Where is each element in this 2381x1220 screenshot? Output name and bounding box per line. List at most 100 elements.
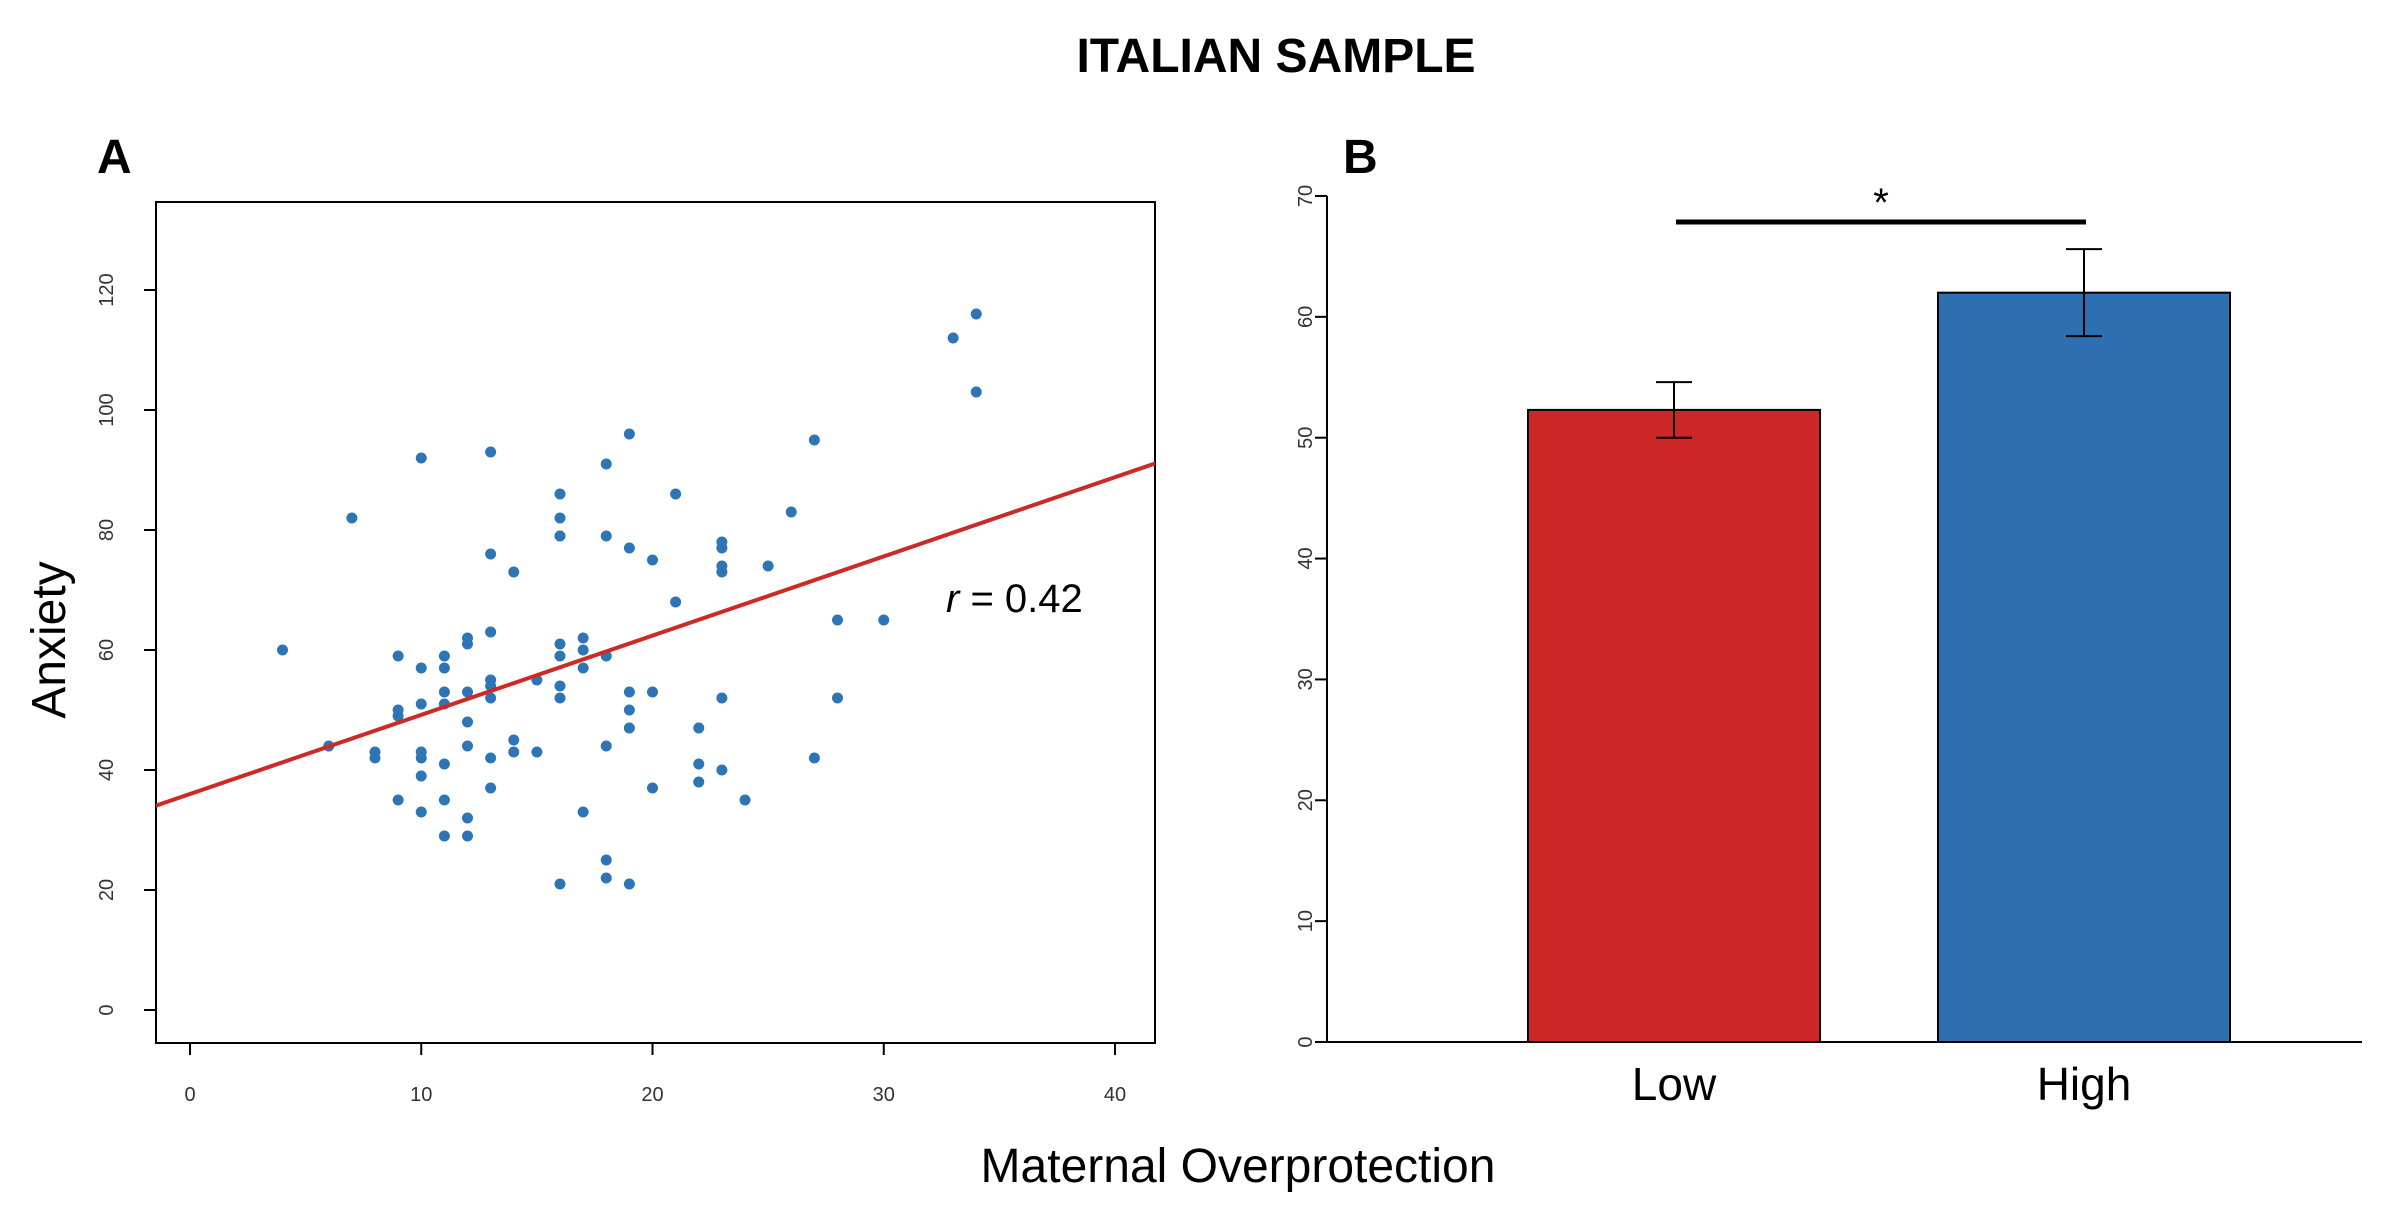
scatter-point: [577, 632, 589, 644]
scatter-point: [485, 548, 497, 560]
panel-a-y-axis-label: Anxiety: [23, 561, 76, 718]
shared-x-axis-label: Maternal Overprotection: [981, 1140, 1496, 1193]
y-tick-label: 20: [1295, 789, 1317, 811]
bar-high: [1937, 291, 2231, 1043]
scatter-point: [485, 446, 497, 458]
y-tick-label: 30: [1295, 668, 1317, 690]
scatter-point: [623, 878, 635, 890]
scatter-point: [485, 752, 497, 764]
scatter-point: [462, 686, 473, 698]
scatter-point: [832, 614, 843, 626]
scatter-point: [485, 782, 497, 794]
x-tick-label: 10: [410, 1084, 432, 1106]
scatter-point: [462, 740, 473, 752]
scatter-point: [808, 752, 820, 764]
scatter-point: [716, 566, 728, 578]
y-tick-label: 40: [96, 759, 118, 781]
scatter-point: [508, 734, 520, 746]
scatter-point: [415, 752, 427, 764]
significance-marker: *: [1873, 181, 1889, 225]
panel-b-y-axis: 0 10 20 30 40 50 60 70: [1295, 185, 1328, 1048]
scatter-point: [600, 740, 612, 752]
correlation-value: = 0.42: [959, 577, 1082, 621]
scatter-point: [438, 794, 450, 806]
correlation-symbol: r: [946, 577, 961, 621]
scatter-point: [623, 686, 635, 698]
y-tick-label: 60: [1295, 306, 1317, 328]
scatter-point: [600, 854, 612, 866]
y-tick-label: 120: [96, 273, 118, 306]
category-label-high: High: [2037, 1058, 2132, 1110]
scatter-point: [415, 806, 427, 818]
y-tick-label: 10: [1295, 910, 1317, 932]
scatter-point: [277, 644, 288, 656]
x-tick-label: 0: [184, 1084, 195, 1106]
scatter-point: [832, 692, 843, 704]
panel-a-y-axis: 0 20 40 60 80 100 120: [96, 273, 157, 1016]
panel-a-x-axis: 0 10 20 30 40: [184, 1042, 1126, 1106]
x-tick-label: 30: [873, 1084, 895, 1106]
scatter-point: [600, 458, 612, 470]
scatter-point: [554, 692, 566, 704]
scatter-point: [670, 488, 682, 500]
regression-line: [156, 461, 1155, 808]
scatter-point: [415, 770, 427, 782]
scatter-point: [739, 794, 751, 806]
scatter-point: [577, 806, 589, 818]
scatter-point: [623, 722, 635, 734]
scatter-point: [785, 506, 797, 518]
scatter-point: [600, 872, 612, 884]
scatter-point: [970, 386, 982, 398]
scatter-point: [508, 566, 520, 578]
panel-a-plot-frame: [155, 201, 1156, 1044]
scatter-point: [369, 752, 381, 764]
scatter-point: [462, 830, 473, 842]
scatter-point: [485, 626, 497, 638]
scatter-point: [693, 722, 705, 734]
scatter-point: [808, 434, 820, 446]
scatter-point: [647, 686, 658, 698]
scatter-point: [762, 560, 774, 572]
scatter-point: [693, 758, 705, 770]
scatter-point: [947, 332, 959, 344]
scatter-point: [716, 764, 728, 776]
scatter-point: [670, 596, 682, 608]
bar-low: [1527, 408, 1821, 1043]
y-tick-label: 50: [1295, 427, 1317, 449]
scatter-point: [577, 644, 589, 656]
panel-a-points: [277, 308, 982, 890]
x-tick-label: 20: [641, 1084, 663, 1106]
scatter-point: [970, 308, 982, 320]
scatter-point: [462, 812, 473, 824]
y-tick-label: 80: [96, 519, 118, 541]
scatter-point: [623, 428, 635, 440]
scatter-point: [392, 650, 404, 662]
y-tick-label: 60: [96, 639, 118, 661]
y-tick-label: 100: [96, 393, 118, 426]
panel-b-bars: Low High: [1527, 248, 2231, 1110]
scatter-point: [508, 746, 520, 758]
y-tick-label: 0: [96, 1004, 118, 1015]
scatter-point: [346, 512, 358, 524]
scatter-point: [438, 686, 450, 698]
scatter-point: [878, 614, 890, 626]
panel-a-scatter-plot: A Anxiety 0 10 20 30 40 0 20 40 60 80 100 120 r = …: [23, 131, 1156, 1106]
scatter-point: [531, 746, 543, 758]
correlation-annotation: r = 0.42: [946, 577, 1083, 621]
scatter-point: [392, 710, 404, 722]
category-label-low: Low: [1632, 1058, 1717, 1110]
scatter-point: [623, 704, 635, 716]
scatter-point: [554, 530, 566, 542]
scatter-point: [716, 692, 728, 704]
y-tick-label: 0: [1295, 1036, 1317, 1047]
y-tick-label: 40: [1295, 547, 1317, 569]
scatter-point: [647, 554, 658, 566]
scatter-point: [462, 638, 473, 650]
y-tick-label: 20: [96, 879, 118, 901]
scatter-point: [485, 692, 497, 704]
x-tick-label: 40: [1104, 1084, 1126, 1106]
scatter-point: [623, 542, 635, 554]
scatter-point: [415, 662, 427, 674]
scatter-point: [600, 530, 612, 542]
scatter-point: [438, 662, 450, 674]
